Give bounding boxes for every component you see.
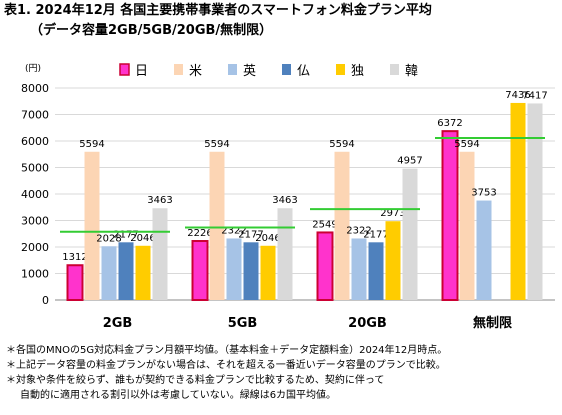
chart-subtitle: （データ容量2GB/5GB/20GB/無制限） <box>30 23 273 38</box>
y-tick-label: 3000 <box>21 215 49 228</box>
bar <box>316 231 334 302</box>
legend-swatch <box>174 64 183 75</box>
y-tick-label: 5000 <box>21 162 49 175</box>
data-label: 2046 <box>255 233 280 244</box>
x-category-label: 20GB <box>348 316 387 331</box>
legend-label: 米 <box>189 64 202 79</box>
bar <box>84 151 100 300</box>
bar <box>441 130 459 301</box>
y-tick-label: 7000 <box>21 109 49 122</box>
bar <box>402 168 418 300</box>
legend-swatch <box>282 64 291 75</box>
data-label: 6372 <box>437 118 462 129</box>
legend-swatch <box>336 64 345 75</box>
data-label: 2177 <box>238 229 263 240</box>
x-category-label: 5GB <box>228 316 258 331</box>
bar <box>191 240 209 301</box>
legend-swatch <box>119 63 130 76</box>
bar <box>101 246 117 300</box>
data-label: 2322 <box>346 225 371 236</box>
footnote: ＊上記データ容量の料金プランがない場合は、それを超える一番近いデータ容量のプラン… <box>6 360 446 371</box>
data-label: 4957 <box>397 156 422 167</box>
y-tick-label: 4000 <box>21 188 49 201</box>
data-label: 2322 <box>221 225 246 236</box>
data-label: 2046 <box>130 233 155 244</box>
footnote: ＊各国のMNOの5G対応料金プラン月額平均値。（基本料金＋データ定額料金）202… <box>6 345 448 356</box>
bar <box>135 245 151 300</box>
data-label: 2177 <box>113 229 138 240</box>
x-category-label: 無制限 <box>473 315 513 331</box>
data-label: 5594 <box>454 139 479 150</box>
y-tick-label: 0 <box>42 294 49 307</box>
y-tick-label: 2000 <box>21 241 49 254</box>
data-label: 5594 <box>79 139 104 150</box>
bar <box>226 238 242 300</box>
legend-swatch <box>228 64 237 75</box>
data-label: 2549 <box>312 219 337 230</box>
data-label: 3463 <box>272 195 297 206</box>
y-tick-label: 6000 <box>21 135 49 148</box>
data-label: 3463 <box>147 195 172 206</box>
footnote: ＊対象や条件を絞らず、誰もが契約できる料金プランで比較するため、契約に伴って <box>6 375 385 386</box>
bar <box>459 151 475 300</box>
x-category-label: 2GB <box>103 316 133 331</box>
bar <box>510 102 526 300</box>
data-label: 2226 <box>187 228 212 239</box>
data-label: 5594 <box>204 139 229 150</box>
bar <box>152 208 168 300</box>
legend-label: 英 <box>243 64 256 79</box>
legend-swatch <box>390 64 399 75</box>
bar <box>476 200 492 300</box>
chart-title: 表1. 2024年12月 各国主要携帯事業者のスマートフォン料金プラン平均 <box>4 3 432 18</box>
data-label: 2028 <box>96 233 121 244</box>
bar-chart: 0 1000 2000 3000 4000 5000 6000 7000 8000 (円) 日 米 英 仏… <box>21 63 555 331</box>
bar <box>118 242 134 300</box>
y-tick-label: 1000 <box>21 268 49 281</box>
bar <box>66 264 84 301</box>
y-tick-label: 8000 <box>21 82 49 95</box>
bar <box>385 221 401 300</box>
data-label: 7417 <box>522 90 547 101</box>
legend-label: 独 <box>351 64 364 79</box>
bar <box>351 238 367 300</box>
data-label: 2177 <box>363 229 388 240</box>
data-label: 1312 <box>62 252 87 263</box>
data-label: 3753 <box>471 188 496 199</box>
data-label: 5594 <box>329 139 354 150</box>
footnote: 自動的に適用される割引以外は考慮していない。緑線は6カ国平均値。 <box>20 390 337 401</box>
footnotes: ＊各国のMNOの5G対応料金プラン月額平均値。（基本料金＋データ定額料金）202… <box>6 343 447 403</box>
data-label: 2973 <box>380 208 405 219</box>
data-label: 7436 <box>505 90 530 101</box>
legend-label: 仏 <box>297 64 310 79</box>
bar <box>334 151 350 300</box>
bar <box>209 151 225 300</box>
y-axis-unit: (円) <box>25 63 41 74</box>
bar <box>277 208 293 300</box>
legend-label: 韓 <box>405 64 418 79</box>
bar <box>527 103 543 301</box>
bar <box>260 245 276 300</box>
legend-label: 日 <box>135 64 148 79</box>
bar <box>243 242 259 300</box>
bar <box>368 242 384 300</box>
